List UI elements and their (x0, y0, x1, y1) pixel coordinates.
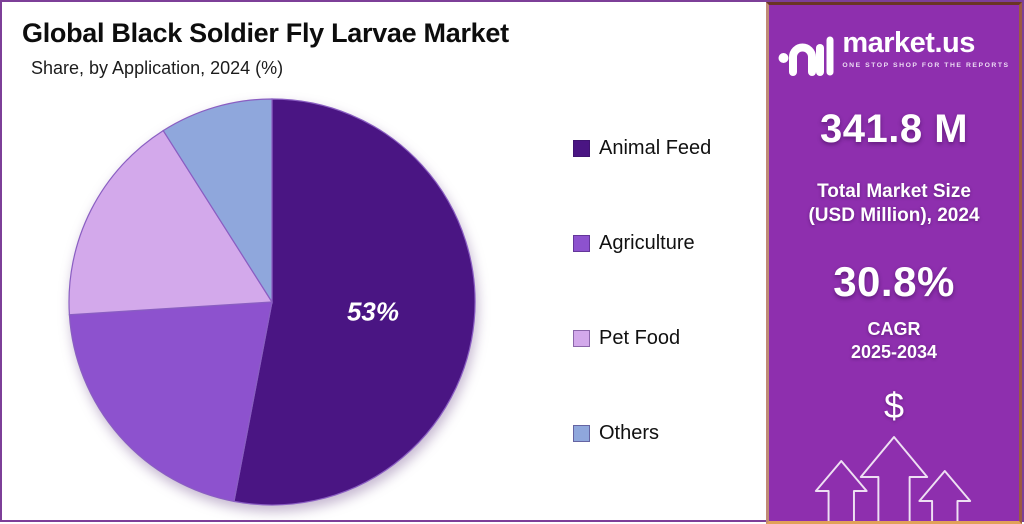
cagr-label: CAGR 2025-2034 (769, 318, 1019, 363)
legend-swatch (573, 234, 590, 252)
legend-item-others: Others (573, 421, 711, 445)
legend-swatch (573, 139, 590, 157)
legend-item-pet-food: Pet Food (573, 326, 711, 350)
brand-logo: market.us ONE STOP SHOP FOR THE REPORTS (769, 29, 1019, 77)
pie-slice-others (162, 98, 273, 305)
chart-subtitle: Share, by Application, 2024 (%) (31, 58, 284, 78)
brand-panel: market.us ONE STOP SHOP FOR THE REPORTS … (766, 2, 1022, 524)
legend-label: Others (599, 421, 660, 444)
legend: Animal Feed Agriculture Pet Food Others (573, 136, 711, 445)
pie-slice-pet-food (68, 129, 274, 316)
pie-chart: 53% (68, 98, 476, 506)
chart-panel: Global Black Soldier Fly Larvae Market S… (2, 2, 770, 520)
pie-slice-agriculture (68, 301, 273, 503)
pie-slice-animal-feed (233, 98, 476, 506)
chart-title: Global Black Soldier Fly Larvae Market (22, 18, 509, 48)
legend-label: Agriculture (599, 231, 695, 254)
brand-logo-text: market.us (842, 27, 975, 59)
cagr-value: 30.8% (833, 257, 955, 305)
legend-swatch (573, 424, 590, 442)
cagr-label-line1: CAGR (867, 318, 921, 339)
brand-tagline: ONE STOP SHOP FOR THE REPORTS (842, 62, 1010, 69)
market-size-label-line1: Total Market Size (817, 181, 971, 202)
pie-slice-label: 53% (347, 297, 399, 327)
market-size-value: 341.8 M (819, 107, 969, 151)
market-size-label-line2: (USD Million), 2024 (808, 204, 980, 226)
legend-item-animal-feed: Animal Feed (573, 136, 711, 160)
growth-arrows-icon (814, 436, 972, 521)
legend-label: Pet Food (599, 326, 681, 349)
legend-label: Animal Feed (599, 136, 712, 159)
marketus-logo-icon (778, 36, 834, 76)
dollar-symbol: $ (883, 385, 905, 427)
legend-item-agriculture: Agriculture (573, 231, 711, 255)
legend-swatch (573, 329, 590, 347)
cagr-label-line2: 2025-2034 (850, 341, 938, 362)
market-size-label: Total Market Size (USD Million), 2024 (769, 180, 1019, 228)
